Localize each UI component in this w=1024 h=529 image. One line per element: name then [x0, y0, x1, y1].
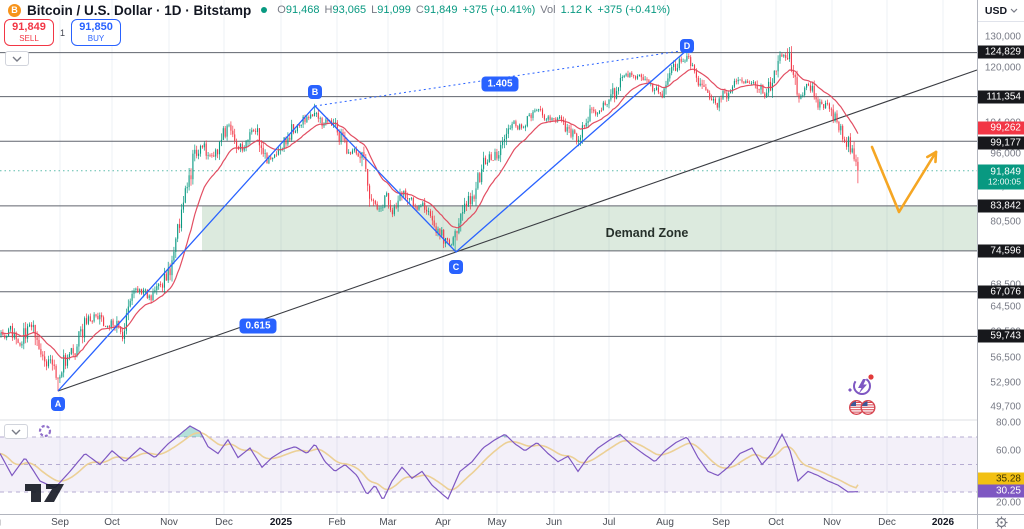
- price-tick: 120,000: [984, 62, 1021, 74]
- collapse-indicator-button[interactable]: [4, 424, 28, 439]
- time-tick: Jun: [545, 517, 563, 528]
- bar-countdown: 12:00:05: [987, 176, 1021, 187]
- time-tick: May: [487, 517, 507, 528]
- price-level-label: 67,076: [978, 285, 1024, 299]
- pattern-point-label[interactable]: D: [680, 39, 694, 53]
- price-level-label: 59,743: [978, 329, 1024, 343]
- time-tick: Oct: [768, 517, 784, 528]
- ohlc-field: O91,468: [277, 4, 320, 16]
- price-axis[interactable]: USD 130,000120,000104,00096,00088,00080,…: [977, 0, 1024, 514]
- collapse-symbol-button[interactable]: [5, 51, 29, 66]
- sell-button[interactable]: 91,849 SELL: [4, 19, 54, 46]
- ohlc-field: C91,849: [415, 4, 458, 16]
- currency-selector[interactable]: USD: [978, 0, 1024, 22]
- price-tick: 20.00: [995, 497, 1021, 509]
- buy-price: 91,850: [79, 21, 113, 33]
- time-tick: Sep: [51, 517, 69, 528]
- indicator-timer-icon[interactable]: [38, 424, 52, 438]
- ohlc-field: L91,099: [371, 4, 411, 16]
- currency-label: USD: [984, 4, 1008, 17]
- price-level-label: 124,829: [978, 45, 1024, 59]
- change-value: +375 (+0.41%): [462, 4, 536, 16]
- time-axis[interactable]: Aug Sep Oct Nov Dec 2025 Feb Mar Apr May Jun Jul Aug…: [0, 514, 977, 529]
- time-tick: Jul: [602, 517, 616, 528]
- time-tick: Nov: [160, 517, 178, 528]
- price-tick: 130,000: [984, 31, 1021, 43]
- price-tick: 60.00: [995, 445, 1021, 457]
- ohlc-values: O91,468 H93,065 L91,099 C91,849 +375 (+0.41%…: [277, 4, 670, 16]
- time-tick: Feb: [328, 517, 346, 528]
- price-tick: 64,500: [990, 301, 1021, 313]
- price-level-label: 111,354: [978, 90, 1024, 104]
- price-tick: 52,900: [990, 377, 1021, 389]
- time-tick: Apr: [435, 517, 451, 528]
- time-tick: 2026: [931, 517, 955, 528]
- time-tick: Mar: [379, 517, 397, 528]
- symbol-title[interactable]: Bitcoin / U.S. Dollar · 1D · Bitstamp: [27, 2, 252, 18]
- time-tick: Aug: [0, 517, 1, 528]
- ohlc-field: H93,065: [324, 4, 367, 16]
- time-tick: Aug: [656, 517, 674, 528]
- buy-button[interactable]: 91,850 BUY: [71, 19, 122, 46]
- time-tick: Oct: [104, 517, 120, 528]
- fib-ratio-label[interactable]: 0.615: [239, 318, 277, 334]
- time-tick: Nov: [823, 517, 841, 528]
- time-tick: Dec: [215, 517, 233, 528]
- price-tick: 80,500: [990, 216, 1021, 228]
- pattern-point-label[interactable]: A: [51, 397, 65, 411]
- price-level-label: 83,842: [978, 199, 1024, 213]
- chart-header: B Bitcoin / U.S. Dollar · 1D · Bitstamp …: [8, 2, 670, 18]
- volume-label: Vol: [540, 4, 556, 16]
- currency-flags-icon[interactable]: [849, 400, 876, 416]
- axis-settings-corner[interactable]: [977, 514, 1024, 529]
- chevron-down-icon: [1010, 8, 1018, 13]
- volume-change: +375 (+0.41%): [597, 4, 671, 16]
- price-tick: 56,500: [990, 352, 1021, 364]
- time-tick: Sep: [712, 517, 730, 528]
- tradingview-logo: [25, 484, 64, 502]
- buy-label: BUY: [87, 34, 105, 43]
- time-tick: Dec: [878, 517, 896, 528]
- fib-ratio-label[interactable]: 1.405: [481, 76, 519, 92]
- market-status-icon: [261, 7, 268, 13]
- time-tick: 2025: [269, 517, 293, 528]
- sell-price: 91,849: [12, 21, 46, 33]
- price-level-label: 99,177: [978, 136, 1024, 150]
- refresh-spark-icon[interactable]: [848, 374, 874, 395]
- rsi-ma-value-label: 35.28: [978, 472, 1024, 486]
- pattern-point-label[interactable]: C: [449, 260, 463, 274]
- demand-zone-label[interactable]: Demand Zone: [605, 226, 689, 240]
- volume-value: 1.12 K: [560, 4, 593, 16]
- last-price-label: 91,849 12:00:05: [978, 164, 1024, 190]
- price-tick: 49,700: [990, 401, 1021, 413]
- rsi-value-label: 30.25: [978, 484, 1024, 498]
- chevron-down-icon: [12, 56, 22, 62]
- gear-icon: [995, 516, 1008, 529]
- price-tick: 68,500: [990, 280, 1021, 291]
- sell-label: SELL: [19, 34, 39, 43]
- chevron-down-icon: [11, 429, 21, 435]
- spread-value: 1: [60, 27, 66, 38]
- price-tick: 96,000: [990, 148, 1021, 160]
- order-panel: 91,849 SELL 1 91,850 BUY: [4, 19, 122, 46]
- bitcoin-logo-icon: B: [8, 3, 21, 17]
- price-level-label: 74,596: [978, 244, 1024, 258]
- alert-price-label: 99,262: [978, 121, 1024, 135]
- price-tick: 80.00: [995, 417, 1021, 429]
- pattern-point-label[interactable]: B: [308, 85, 322, 99]
